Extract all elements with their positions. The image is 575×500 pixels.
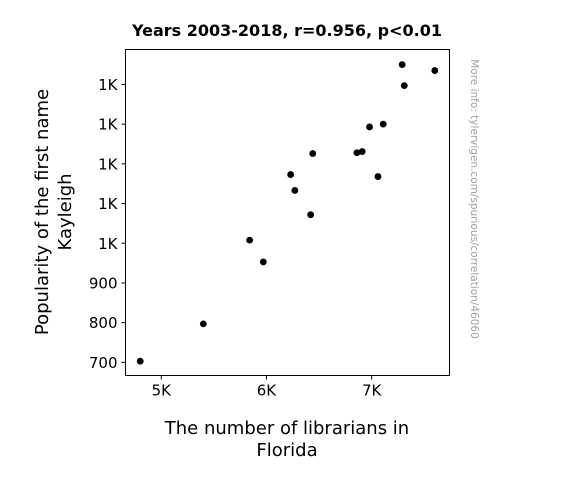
watermark-text: More info: tylervigen.com/spurious/corre… bbox=[468, 59, 480, 339]
data-point-10 bbox=[358, 148, 366, 155]
data-point-13 bbox=[379, 120, 387, 128]
y-axis-ticks: 700 800 900 1K 1K 1K 1K 1K bbox=[89, 76, 126, 372]
data-point-16 bbox=[431, 67, 439, 74]
data-point-3 bbox=[246, 236, 254, 244]
y-tick-label-8: 1K bbox=[98, 76, 119, 94]
data-point-1 bbox=[136, 357, 144, 365]
data-point-14 bbox=[398, 61, 406, 68]
x-axis-label-line1: The number of librarians in bbox=[164, 418, 409, 439]
data-point-9 bbox=[353, 149, 361, 157]
data-point-12 bbox=[374, 173, 382, 180]
y-tick-label-5: 1K bbox=[98, 195, 119, 213]
x-tick-label-3: 7K bbox=[362, 382, 383, 400]
data-point-6 bbox=[291, 187, 299, 194]
y-axis-label-line1: Popularity of the first name bbox=[32, 89, 53, 335]
data-point-7 bbox=[307, 211, 315, 219]
plot-frame bbox=[125, 49, 450, 376]
y-tick-label-4: 1K bbox=[98, 235, 119, 253]
data-point-8 bbox=[309, 150, 317, 157]
data-point-11 bbox=[366, 123, 373, 131]
y-tick-label-2: 800 bbox=[89, 314, 118, 332]
y-tick-label-7: 1K bbox=[98, 116, 119, 134]
x-tick-label-2: 6K bbox=[257, 382, 278, 400]
data-points bbox=[136, 61, 439, 365]
data-point-2 bbox=[199, 320, 207, 328]
x-axis-label-line2: Florida bbox=[256, 440, 317, 461]
y-tick-label-6: 1K bbox=[98, 155, 119, 173]
y-tick-label-1: 700 bbox=[89, 354, 118, 372]
x-axis-ticks: 5K 6K 7K bbox=[152, 375, 383, 400]
x-tick-label-1: 5K bbox=[152, 382, 173, 400]
y-tick-label-3: 900 bbox=[89, 274, 118, 292]
y-axis-label-line2: Kayleigh bbox=[55, 173, 76, 250]
data-point-5 bbox=[287, 171, 295, 178]
chart-title: Years 2003-2018, r=0.956, p<0.01 bbox=[131, 21, 442, 40]
data-point-15 bbox=[400, 82, 408, 90]
data-point-4 bbox=[259, 258, 267, 266]
